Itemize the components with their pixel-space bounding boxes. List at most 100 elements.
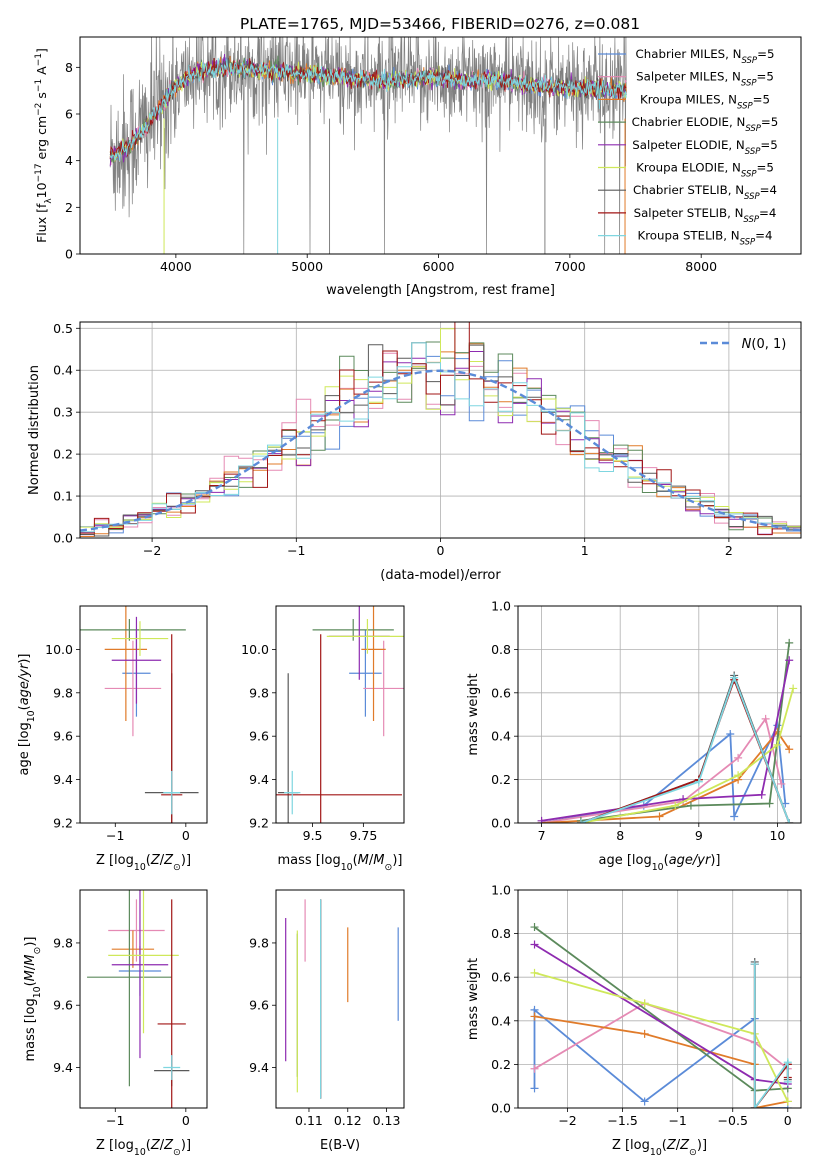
weight-marker (750, 1104, 759, 1108)
weight-line-2 (534, 1015, 788, 1108)
weight-line-1 (534, 1002, 789, 1070)
weight-marker (726, 730, 735, 739)
x-tick-label: −1 (106, 1113, 124, 1128)
plot-area (285, 899, 399, 1099)
weight-marker (750, 960, 759, 969)
x-tick-label: 0 (182, 1113, 190, 1128)
weight-marker (777, 779, 786, 788)
y-tick-label: 0.6 (491, 970, 511, 985)
weight-marker (576, 819, 585, 823)
weight-marker (783, 1097, 792, 1106)
axes-frame (79, 321, 802, 539)
legend-entry: Chabrier MILES, NSSP=5 (636, 47, 775, 66)
y-tick-label: 0.0 (53, 531, 73, 546)
y-tick-label: 9.4 (53, 772, 73, 787)
weight-marker (765, 799, 774, 808)
y-tick-label: 9.4 (249, 772, 269, 787)
x-tick-label: 9 (695, 828, 703, 843)
weight-marker (530, 968, 539, 977)
y-tick-label: 10.0 (241, 642, 269, 657)
weight-marker (655, 812, 664, 821)
plot-area (80, 606, 199, 823)
y-tick-label: 1.0 (491, 599, 511, 614)
weight-marker (640, 1097, 649, 1106)
x-axis-label: Z [log10(Z/Z⊙)] (96, 853, 191, 873)
spectrum-data (109, 37, 627, 254)
x-tick-label: −2 (558, 1113, 576, 1128)
y-tick-label: 0.3 (53, 405, 73, 420)
legend-entry: Salpeter MILES, NSSP=5 (636, 70, 774, 89)
panel-mass-vs-EBV: 0.11 0.12 0.13 9.4 9.6 9.8 E(B-V) (249, 889, 405, 1153)
x-axis-label: wavelength [Angstrom, rest frame] (326, 283, 555, 298)
y-tick-label: 10.0 (45, 642, 73, 657)
x-tick-label: −1 (668, 1113, 686, 1128)
weight-marker (785, 819, 794, 823)
legend-entry: Chabrier ELODIE, NSSP=5 (632, 115, 779, 134)
histogram-8 (80, 342, 801, 533)
x-tick-label: 10 (769, 828, 785, 843)
weight-marker (530, 923, 539, 932)
y-tick-label: 9.6 (249, 729, 269, 744)
axes-frame (79, 36, 802, 255)
y-axis-label: Normed distribution (27, 365, 42, 495)
legend-entry: Chabrier STELIB, NSSP=4 (633, 183, 777, 202)
x-tick-label: −0.5 (718, 1113, 748, 1128)
weight-marker (530, 1012, 539, 1021)
panel-mass-vs-Z: −1 0 9.4 9.6 9.8 Z [log10(Z/Z⊙)] mass [log10(M… (23, 889, 208, 1158)
y-tick-label: 0.2 (491, 772, 511, 787)
x-tick-label: 0.11 (295, 1113, 323, 1128)
x-tick-label: 7000 (554, 259, 586, 274)
x-tick-label: 2 (725, 543, 733, 558)
x-tick-label: 5000 (291, 259, 323, 274)
weight-marker (734, 771, 743, 780)
x-tick-label: 1 (581, 543, 589, 558)
x-tick-label: 0.13 (373, 1113, 401, 1128)
y-tick-label: 9.4 (53, 1060, 73, 1075)
weight-marker (530, 940, 539, 949)
weight-marker (671, 801, 680, 810)
x-tick-label: −1 (287, 543, 305, 558)
legend-entry: N(0, 1) (742, 337, 787, 352)
weight-marker (640, 1029, 649, 1038)
y-tick-label: 9.8 (53, 685, 73, 700)
y-tick-label: 9.2 (249, 816, 269, 831)
weight-marker (785, 745, 794, 754)
weight-marker (789, 684, 798, 693)
axes-frame (79, 889, 208, 1109)
plot-area (518, 606, 801, 823)
y-tick-label: 9.8 (249, 935, 269, 950)
y-tick-label: 9.6 (249, 998, 269, 1013)
axes-frame (79, 605, 208, 824)
x-tick-label: 4000 (160, 259, 192, 274)
axes-frame (275, 605, 405, 824)
legend-entry: Kroupa ELODIE, NSSP=5 (636, 161, 774, 180)
panel-spectrum: 4000 5000 6000 7000 8000 0 2 4 6 8 wavelength [Ang… (34, 36, 802, 298)
panel-mass-weight-vs-Z: −2 −1.5 −1 −0.5 0 0.0 0.2 0.4 0.6 0.8 1.0 Z [log10(… (466, 883, 802, 1158)
y-tick-label: 9.8 (53, 935, 73, 950)
weight-marker (530, 1064, 539, 1073)
spectrum-model-8 (109, 57, 627, 161)
y-tick-label: 0.2 (53, 447, 73, 462)
x-tick-label: 9.5 (303, 828, 323, 843)
y-axis-label: age [log10(age/yr)] (17, 653, 37, 775)
y-tick-label: 0.2 (491, 1057, 511, 1072)
y-tick-label: 9.2 (53, 816, 73, 831)
x-tick-label: 0 (784, 1113, 792, 1128)
x-tick-label: 0 (182, 828, 190, 843)
x-tick-label: 0 (437, 543, 445, 558)
x-tick-label: −2 (143, 543, 161, 558)
legend-entry: Salpeter STELIB, NSSP=4 (634, 206, 777, 225)
x-axis-label: mass [log10(M/M⊙)] (278, 853, 403, 873)
plot-area (276, 606, 404, 823)
x-tick-label: 8000 (685, 259, 717, 274)
y-tick-label: 0.4 (491, 1013, 511, 1028)
weight-line-5 (534, 971, 789, 1102)
weight-marker (761, 714, 770, 723)
y-tick-label: 0.0 (491, 816, 511, 831)
plot-area (109, 37, 627, 254)
weight-marker (757, 790, 766, 799)
x-tick-label: −1.5 (607, 1113, 637, 1128)
y-tick-label: 0.4 (491, 729, 511, 744)
weight-line-8 (753, 964, 789, 1108)
